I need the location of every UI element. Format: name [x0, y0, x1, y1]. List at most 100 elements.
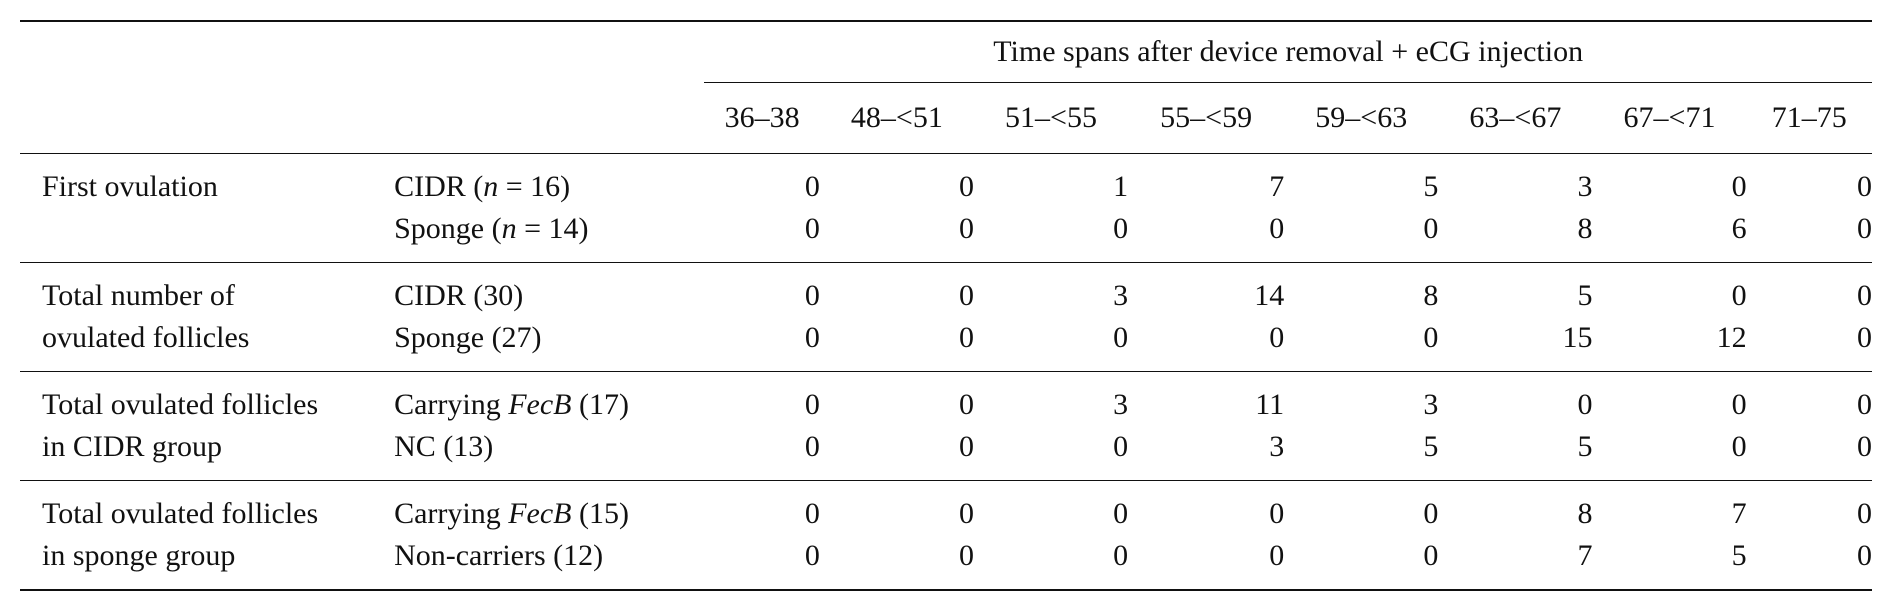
table-cell: 0	[1269, 212, 1285, 245]
header-blank-cell	[394, 83, 704, 154]
column-header: 51–<55	[1005, 101, 1097, 134]
row-label-text: = 16)	[498, 170, 571, 203]
row-label-text: CIDR (30)	[394, 279, 524, 312]
table-cell: 0	[958, 497, 974, 530]
table-cell: 3	[1269, 430, 1285, 463]
table-cell: 0	[1423, 539, 1439, 572]
row-label-text: NC (13)	[394, 430, 494, 463]
table-cell: 5	[1423, 170, 1439, 203]
table-cell: 15	[1562, 321, 1593, 354]
row-label-text: = 14)	[516, 212, 589, 245]
column-header: 71–75	[1771, 101, 1847, 134]
group-label: Total ovulated follicles	[42, 497, 319, 530]
table-cell: 0	[1113, 212, 1129, 245]
table-cell: 0	[804, 497, 820, 530]
table-cell: 0	[804, 170, 820, 203]
table-cell: 0	[1423, 497, 1439, 530]
row-label: NC (13)	[394, 426, 704, 481]
header-blank-cell	[20, 21, 704, 83]
row-label: CIDR (30)	[394, 263, 704, 318]
group-label	[20, 208, 394, 263]
table-row: Total ovulated follicles Carrying FecB (1…	[20, 480, 1872, 536]
table-cell: 0	[804, 539, 820, 572]
table-row: in CIDR group NC (13) 0 0 0 3 5 5 0 0	[20, 426, 1872, 481]
row-label-italic: FecB	[508, 497, 572, 530]
group-label: First ovulation	[42, 170, 218, 203]
spanning-header: Time spans after device removal + eCG in…	[704, 21, 1872, 83]
column-header-row: 36–38 48–<51 51–<55 55–<59 59–<63 63–<67…	[20, 83, 1872, 154]
row-label-text: Sponge (27)	[394, 321, 542, 354]
table-cell: 5	[1423, 430, 1439, 463]
row-label-text: Carrying	[394, 388, 509, 421]
table-cell: 0	[804, 279, 820, 312]
group-label: in CIDR group	[42, 430, 222, 463]
row-label-italic: n	[501, 212, 517, 245]
table-cell: 0	[1857, 279, 1872, 312]
table-cell: 0	[1857, 497, 1872, 530]
table-cell: 7	[1577, 539, 1593, 572]
table-cell: 7	[1731, 497, 1747, 530]
column-header: 63–<67	[1469, 101, 1562, 134]
row-label-italic: FecB	[508, 388, 572, 421]
table-cell: 5	[1577, 279, 1593, 312]
table-cell: 3	[1423, 388, 1439, 421]
row-label: CIDR (n = 16)	[394, 154, 704, 209]
table-cell: 6	[1731, 212, 1747, 245]
header-blank-cell	[20, 83, 394, 154]
table-row: First ovulation CIDR (n = 16) 0 0 1 7 5 3 0 0	[20, 153, 1872, 209]
column-header: 36–38	[724, 101, 800, 134]
group-label: ovulated follicles	[42, 321, 250, 354]
row-label-italic: n	[483, 170, 499, 203]
column-header: 55–<59	[1160, 101, 1253, 134]
table-cell: 0	[804, 388, 820, 421]
row-label-text: Carrying	[394, 497, 509, 530]
table-cell: 12	[1716, 321, 1747, 354]
group-label: Total ovulated follicles	[42, 388, 319, 421]
table-cell: 3	[1113, 279, 1129, 312]
table-cell: 0	[958, 212, 974, 245]
table-body: First ovulation CIDR (n = 16) 0 0 1 7 5 3 0 0 Spon…	[20, 153, 1872, 590]
row-label-text: (15)	[571, 497, 629, 530]
table-cell: 0	[1577, 388, 1593, 421]
table-cell: 0	[804, 430, 820, 463]
table-cell: 0	[1857, 170, 1872, 203]
table-cell: 0	[1423, 212, 1439, 245]
table-cell: 0	[1113, 497, 1129, 530]
table-row: Sponge (n = 14) 0 0 0 0 0 8 6 0	[20, 208, 1872, 263]
table-cell: 0	[804, 321, 820, 354]
row-label: Sponge (n = 14)	[394, 208, 704, 263]
table-cell: 0	[804, 212, 820, 245]
table-cell: 7	[1269, 170, 1285, 203]
table-cell: 8	[1577, 212, 1593, 245]
table-row: ovulated follicles Sponge (27) 0 0 0 0 0 15 12 0	[20, 317, 1872, 372]
table-cell: 0	[1731, 279, 1747, 312]
table-cell: 0	[1857, 388, 1872, 421]
table-cell: 0	[958, 170, 974, 203]
table-cell: 5	[1731, 539, 1747, 572]
table-cell: 0	[958, 388, 974, 421]
table-cell: 0	[1269, 321, 1285, 354]
ovulation-timing-table: Time spans after device removal + eCG in…	[20, 20, 1872, 591]
table-cell: 0	[1269, 539, 1285, 572]
column-header: 59–<63	[1315, 101, 1408, 134]
table-cell: 5	[1577, 430, 1593, 463]
table-row: Total ovulated follicles Carrying FecB (1…	[20, 371, 1872, 427]
row-label-text: CIDR (	[394, 170, 484, 203]
row-label: Non-carriers (12)	[394, 535, 704, 590]
table-cell: 3	[1113, 388, 1129, 421]
table-cell: 0	[1857, 539, 1872, 572]
column-header: 67–<71	[1623, 101, 1716, 134]
table-cell: 14	[1254, 279, 1285, 312]
table-cell: 0	[1857, 212, 1872, 245]
table-cell: 8	[1423, 279, 1439, 312]
table-cell: 0	[1269, 497, 1285, 530]
group-label: in sponge group	[42, 539, 236, 572]
table-row: Total number of CIDR (30) 0 0 3 14 8 5 0 0	[20, 262, 1872, 318]
table-cell: 0	[1113, 321, 1129, 354]
group-label: Total number of	[42, 279, 235, 312]
row-label-text: Non-carriers (12)	[394, 539, 604, 572]
table-cell: 0	[1857, 321, 1872, 354]
row-label: Carrying FecB (17)	[394, 372, 704, 427]
table-cell: 0	[958, 539, 974, 572]
